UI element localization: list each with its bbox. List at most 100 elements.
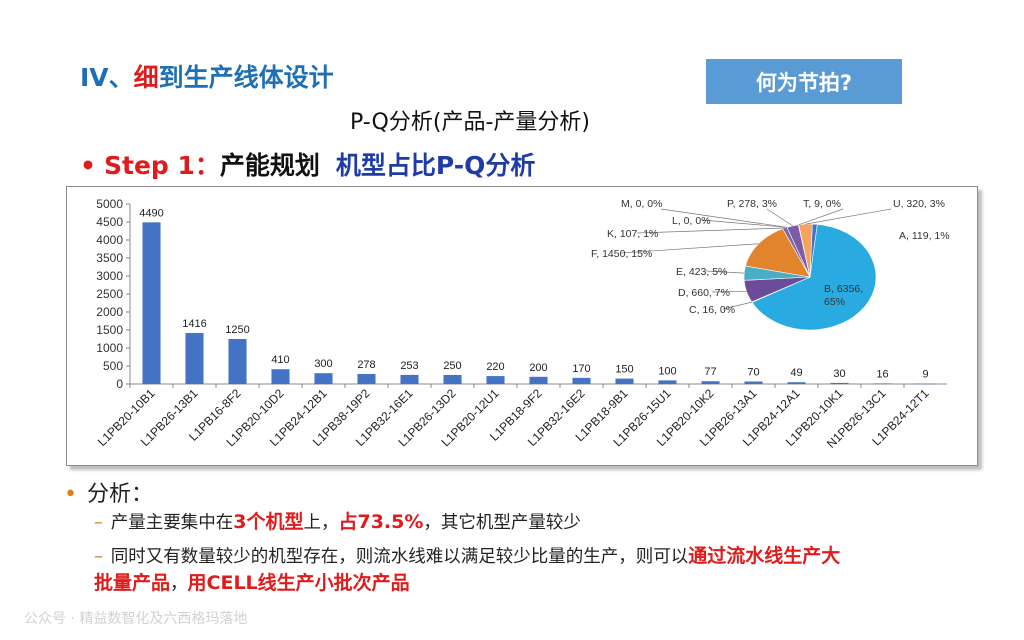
analysis-highlight: 用CELL线生产小批次产品 xyxy=(187,572,410,594)
pie-slice-label: U, 320, 3% xyxy=(893,198,945,210)
pie-slice-label: F, 1450, 15% xyxy=(591,248,652,260)
bar xyxy=(185,333,204,384)
bar xyxy=(271,369,290,384)
bar xyxy=(314,373,333,384)
pie-leader-line xyxy=(620,243,759,254)
bar xyxy=(400,374,419,384)
pie-slice-label: L, 0, 0% xyxy=(672,215,711,227)
bar xyxy=(486,376,505,384)
bar-value-label: 4490 xyxy=(139,207,163,219)
pie-slice-label: M, 0, 0% xyxy=(621,198,662,210)
analysis-text: ， xyxy=(170,574,188,594)
pie-slice-label: A, 119, 1% xyxy=(899,230,950,242)
bar xyxy=(443,375,462,384)
bar xyxy=(658,380,677,384)
analysis-point-1: – 产量主要集中在3个机型上，占73.5%，其它机型产量较少 xyxy=(94,509,581,537)
y-tick-label: 2000 xyxy=(96,305,123,319)
step-subtitle: 机型占比P-Q分析 xyxy=(335,151,536,180)
y-tick-label: 5000 xyxy=(96,197,123,211)
pie-leader-line xyxy=(798,208,844,226)
pie-slice-label: 65% xyxy=(824,296,845,308)
bar xyxy=(615,378,634,384)
pie-leader-line xyxy=(636,227,785,234)
bar xyxy=(228,339,247,384)
pie-slice xyxy=(751,224,877,331)
pie-leader-line xyxy=(722,301,752,310)
analysis-highlight: 占73.5% xyxy=(338,511,424,533)
bar-value-label: 49 xyxy=(790,367,802,379)
bar-value-label: 410 xyxy=(271,354,289,366)
pie-slice-label: B, 6356, xyxy=(824,283,863,295)
bar xyxy=(830,382,849,384)
pie-slice-label: T, 9, 0% xyxy=(803,198,841,210)
y-tick-label: 500 xyxy=(103,359,123,373)
bar xyxy=(701,381,720,384)
bar-value-label: 220 xyxy=(486,361,504,373)
heading-highlight: 细 xyxy=(133,63,159,92)
pie-slice xyxy=(745,228,811,278)
y-tick-label: 4000 xyxy=(96,233,123,247)
y-tick-label: 3000 xyxy=(96,269,123,283)
pie-slice-label: C, 16, 0% xyxy=(689,304,735,316)
watermark: 公众号 · 精益数智化及六西格玛落地 xyxy=(24,611,248,627)
analysis-bullet: • xyxy=(64,482,77,507)
bar-value-label: 9 xyxy=(922,369,928,381)
pie-slice-label: D, 660, 7% xyxy=(678,287,730,299)
pie-leader-line xyxy=(701,219,787,228)
pie-slice-label: P, 278, 3% xyxy=(727,198,777,210)
analysis-text: 同时又有数量较少的机型存在，则流水线难以满足较少比量的生产，则可以 xyxy=(110,547,689,567)
bar-value-label: 1416 xyxy=(182,318,206,330)
step-bullet: • xyxy=(80,151,96,180)
bar-value-label: 77 xyxy=(704,366,716,378)
pie-leader-line xyxy=(660,208,788,228)
analysis-highlight: 3个机型 xyxy=(233,511,304,533)
analysis-text: ，其它机型产量较少 xyxy=(423,513,581,533)
pie-leader-line xyxy=(805,208,892,225)
bar-value-label: 150 xyxy=(615,364,633,376)
bar-value-label: 200 xyxy=(529,362,547,374)
heading-prefix: IV、 xyxy=(80,63,134,92)
analysis-text: 上， xyxy=(303,513,339,533)
y-tick-label: 1000 xyxy=(96,341,123,355)
bar-value-label: 30 xyxy=(833,368,845,380)
bar xyxy=(529,376,548,384)
pie-leader-line xyxy=(711,291,747,293)
bar xyxy=(916,383,935,385)
pq-chart: 0 500 1000 1500 2000 2500 3000 3500 4000 4500 5000… xyxy=(95,197,950,451)
bar-value-label: 250 xyxy=(443,360,461,372)
bar xyxy=(572,377,591,384)
takt-badge-label: 何为节拍? xyxy=(755,70,853,95)
bar-value-label: 170 xyxy=(572,363,590,375)
analysis-heading: • 分析： xyxy=(64,476,153,508)
step-title: • Step 1：产能规划 机型占比P-Q分析 xyxy=(80,146,535,182)
y-tick-label: 2500 xyxy=(96,287,123,301)
bar-value-label: 100 xyxy=(658,365,676,377)
analysis-highlight: 批量产品 xyxy=(94,572,171,594)
bar xyxy=(787,382,806,384)
analysis-highlight: 通过流水线生产大 xyxy=(688,545,841,567)
y-tick-label: 4500 xyxy=(96,215,123,229)
bar-value-label: 300 xyxy=(314,358,332,370)
chart-panel: 0 500 1000 1500 2000 2500 3000 3500 4000 4500 5000… xyxy=(66,186,978,466)
y-tick-label: 3500 xyxy=(96,251,123,265)
pie-leader-line xyxy=(705,270,745,274)
bar xyxy=(873,383,892,385)
section-heading: IV、细到生产线体设计 xyxy=(80,58,334,94)
bar xyxy=(142,222,161,384)
analysis-dash-1: – xyxy=(94,513,103,533)
takt-badge[interactable]: 何为节拍? xyxy=(706,59,902,104)
pie-leader-line xyxy=(766,208,793,227)
pie-slice-label: K, 107, 1% xyxy=(607,228,658,240)
step-label: Step 1： xyxy=(103,151,220,180)
bar-value-label: 253 xyxy=(400,360,418,372)
bar-value-label: 16 xyxy=(876,368,888,380)
analysis-point-2: – 同时又有数量较少的机型存在，则流水线难以满足较少比量的生产，则可以通过流水线生… xyxy=(94,543,840,571)
y-tick-label: 1500 xyxy=(96,323,123,337)
bar xyxy=(357,373,376,384)
analysis-title: 分析： xyxy=(86,482,153,507)
heading-rest: 到生产线体设计 xyxy=(158,63,334,92)
bar-value-label: 1250 xyxy=(225,324,249,336)
bar-value-label: 278 xyxy=(357,359,375,371)
analysis-dash-2: – xyxy=(94,547,103,567)
analysis-text: 产量主要集中在 xyxy=(110,513,234,533)
